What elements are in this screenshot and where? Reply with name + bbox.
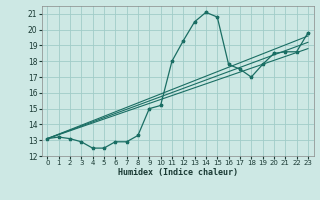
X-axis label: Humidex (Indice chaleur): Humidex (Indice chaleur) [118,168,237,177]
